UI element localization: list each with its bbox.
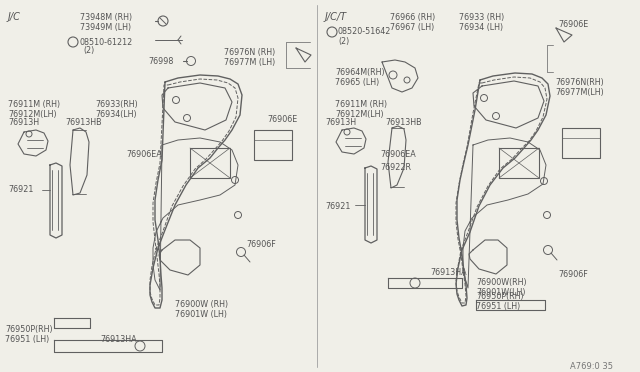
Text: 76950P(RH)
76951 (LH): 76950P(RH) 76951 (LH) bbox=[476, 292, 524, 311]
Text: 76933(RH)
76934(LH): 76933(RH) 76934(LH) bbox=[95, 100, 138, 119]
Text: 76911M (RH)
76912M(LH): 76911M (RH) 76912M(LH) bbox=[335, 100, 387, 119]
Text: 76900W(RH)
76901W(LH): 76900W(RH) 76901W(LH) bbox=[476, 278, 527, 297]
Text: A769:0 35: A769:0 35 bbox=[570, 362, 613, 371]
Text: 76913H: 76913H bbox=[325, 118, 356, 127]
Bar bbox=[562, 128, 600, 158]
Text: 76921: 76921 bbox=[325, 202, 350, 211]
Text: 76913HA: 76913HA bbox=[100, 335, 136, 344]
Text: 76911M (RH)
76912M(LH): 76911M (RH) 76912M(LH) bbox=[8, 100, 60, 119]
Text: 76906E: 76906E bbox=[558, 20, 588, 29]
Text: 76922R: 76922R bbox=[380, 163, 411, 172]
Text: 08510-61212: 08510-61212 bbox=[79, 38, 132, 47]
Text: 76976N (RH)
76977M (LH): 76976N (RH) 76977M (LH) bbox=[224, 48, 275, 67]
Text: 76976N(RH)
76977M(LH): 76976N(RH) 76977M(LH) bbox=[555, 78, 604, 97]
Bar bbox=[190, 148, 230, 178]
Text: (2): (2) bbox=[83, 46, 94, 55]
Text: 76906F: 76906F bbox=[558, 270, 588, 279]
Text: 76913HA: 76913HA bbox=[430, 268, 467, 277]
Text: 76921: 76921 bbox=[8, 185, 33, 194]
Text: 76950P(RH)
76951 (LH): 76950P(RH) 76951 (LH) bbox=[5, 325, 52, 344]
Text: J/C: J/C bbox=[8, 12, 21, 22]
Bar bbox=[499, 148, 539, 178]
Text: 73948M (RH)
73949M (LH): 73948M (RH) 73949M (LH) bbox=[80, 13, 132, 32]
Text: 76966 (RH)
76967 (LH): 76966 (RH) 76967 (LH) bbox=[390, 13, 435, 32]
Text: 76913HB: 76913HB bbox=[65, 118, 102, 127]
Text: 76913H: 76913H bbox=[8, 118, 39, 127]
Text: 76998: 76998 bbox=[148, 57, 173, 66]
Text: 76933 (RH)
76934 (LH): 76933 (RH) 76934 (LH) bbox=[459, 13, 504, 32]
Bar bbox=[254, 130, 292, 160]
Text: 76906EA: 76906EA bbox=[380, 150, 416, 159]
Text: 08520-51642
(2): 08520-51642 (2) bbox=[338, 27, 392, 46]
Text: 76906F: 76906F bbox=[246, 240, 276, 249]
Text: J/C/T: J/C/T bbox=[325, 12, 347, 22]
Text: 76906E: 76906E bbox=[267, 115, 297, 124]
Text: 76964M(RH)
76965 (LH): 76964M(RH) 76965 (LH) bbox=[335, 68, 385, 87]
Text: 76906EA: 76906EA bbox=[126, 150, 162, 159]
Text: 76900W (RH)
76901W (LH): 76900W (RH) 76901W (LH) bbox=[175, 300, 228, 320]
Text: 76913HB: 76913HB bbox=[385, 118, 422, 127]
